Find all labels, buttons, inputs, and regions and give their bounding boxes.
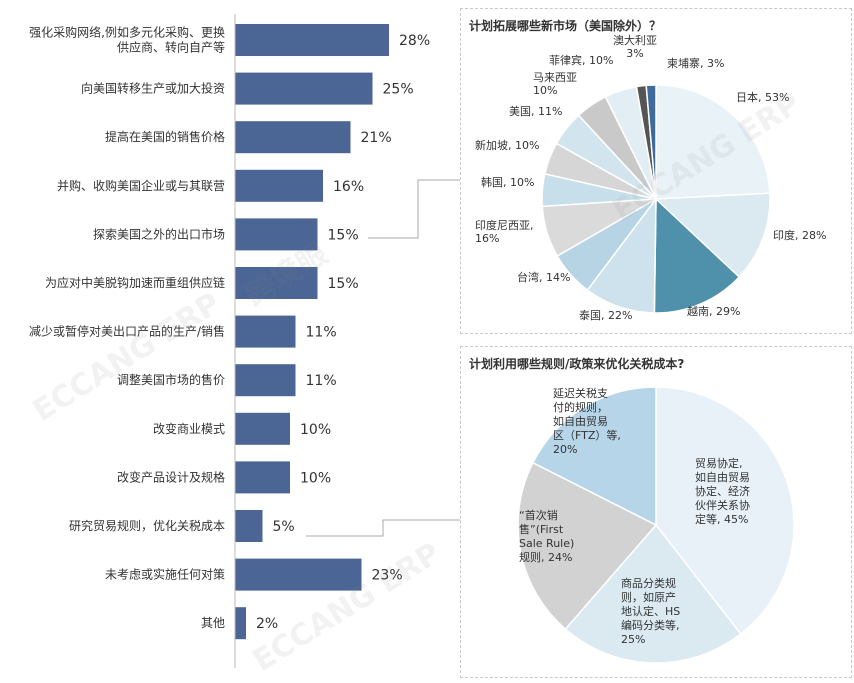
bar bbox=[235, 607, 246, 640]
bar bbox=[235, 364, 296, 397]
bar-value-label: 10% bbox=[300, 470, 331, 486]
pie-slice-label: 印度尼西亚, 16% bbox=[475, 218, 534, 245]
bar-category-label: 探索美国之外的出口市场 bbox=[93, 226, 225, 241]
pie-slice-label: 澳大利亚 3% bbox=[613, 33, 657, 60]
bar bbox=[235, 315, 296, 348]
bar bbox=[235, 558, 362, 591]
pie-slice-label: 日本, 53% bbox=[736, 90, 789, 104]
pie-slice-label: 泰国, 22% bbox=[579, 308, 632, 322]
pie-slice-label: 延迟关税支付的规则，如自由贸易区（FTZ）等, 20% bbox=[553, 386, 621, 456]
bar bbox=[235, 412, 290, 445]
bar-category-label: 改变商业模式 bbox=[153, 421, 225, 436]
bar-category-label: 减少或暂停对美出口产品的生产/销售 bbox=[29, 324, 225, 339]
bar bbox=[235, 218, 318, 251]
bar-category-label: 并购、收购美国企业或与其联营 bbox=[57, 178, 225, 193]
bar-category-label: 其他 bbox=[201, 616, 225, 630]
bar-value-label: 5% bbox=[273, 519, 295, 535]
bar-category-label: 未考虑或实施任何对策 bbox=[105, 567, 225, 582]
pie-panel-new-markets: 计划拓展哪些新市场（美国除外）？ 日本, 53% 印度, 28% 越南, 29% 泰国… bbox=[460, 8, 852, 334]
bar-category-label: 强化采购网络,例如多元化采购、更换供应商、转向自产等 bbox=[29, 25, 225, 55]
pie-slice-label: 马来西亚 10% bbox=[533, 71, 577, 97]
bar-value-label: 21% bbox=[361, 130, 392, 146]
pie-slice bbox=[645, 84, 657, 200]
pie-slice bbox=[655, 386, 795, 635]
bar-value-label: 28% bbox=[399, 33, 430, 49]
pie-slice bbox=[653, 197, 741, 314]
pie-slice-label: 越南, 29% bbox=[687, 304, 740, 318]
bar-value-label: 16% bbox=[333, 179, 364, 195]
pie-slice bbox=[586, 196, 657, 314]
pie-slice-label: 新加坡, 10% bbox=[475, 138, 539, 152]
bar-category-label: 提高在美国的销售价格 bbox=[105, 129, 225, 144]
pie-slice bbox=[531, 386, 657, 527]
pie-slice-label: 菲律宾, 10% bbox=[549, 53, 613, 67]
bar bbox=[235, 510, 263, 542]
pie-slice-label: 柬埔寨, 3% bbox=[667, 56, 724, 70]
bar bbox=[235, 169, 323, 202]
bar bbox=[235, 461, 290, 494]
pie-slice-label: 台湾, 14% bbox=[517, 270, 570, 284]
bar-category-label: 为应对中美脱钩加速而重组供应链 bbox=[45, 275, 225, 290]
pie-slice-label: 美国, 11% bbox=[509, 105, 562, 118]
pie-chart-new-markets: 日本, 53% 印度, 28% 越南, 29% 泰国, 22% 台湾, 14% 印度尼西亚… bbox=[475, 33, 826, 322]
bar-category-label: 调整美国市场的售价 bbox=[117, 372, 225, 387]
pie-slice bbox=[654, 192, 771, 279]
pie-slice-label: 商品分类规则，如原产地认定、HS 编码分类等, 25% bbox=[621, 576, 680, 646]
bar-category-label: 研究贸易规则，优化关税成本 bbox=[69, 518, 225, 533]
bar bbox=[235, 24, 389, 56]
pie-slice-label: 贸易协定,如自由贸易协定、经济伙伴关系协定等, 45% bbox=[695, 456, 750, 526]
pie-title-tariff-rules: 计划利用哪些规则/政策来优化关税成本? bbox=[469, 357, 685, 371]
bar-chart: 强化采购网络,例如多元化采购、更换供应商、转向自产等 28% 向美国转移生产或加大投… bbox=[29, 14, 430, 668]
bar-value-label: 15% bbox=[328, 227, 359, 243]
bar-value-label: 15% bbox=[328, 276, 359, 292]
bar-value-label: 11% bbox=[306, 373, 337, 389]
pie-slice-label: 韩国, 10% bbox=[481, 175, 534, 189]
bar bbox=[235, 72, 373, 105]
bar-category-label: 向美国转移生产或加大投资 bbox=[81, 81, 225, 96]
pie-panel-tariff-rules: 计划利用哪些规则/政策来优化关税成本? 贸易协定,如自由贸易协定、经济伙伴关系协… bbox=[460, 346, 852, 678]
pie-slice-label: “首次销售”(First Sale Rule)规则, 24% bbox=[519, 508, 574, 564]
bar-category-label: 改变产品设计及规格 bbox=[117, 469, 225, 484]
bar-value-label: 11% bbox=[306, 325, 337, 341]
bar-value-label: 10% bbox=[300, 422, 331, 438]
bar-value-label: 25% bbox=[383, 82, 414, 98]
bar bbox=[235, 121, 351, 154]
pie-slice bbox=[655, 84, 771, 200]
pie-slice bbox=[564, 523, 742, 664]
pie-title-new-markets: 计划拓展哪些新市场（美国除外）？ bbox=[469, 19, 662, 33]
bar-value-label: 2% bbox=[256, 616, 278, 632]
bar-value-label: 23% bbox=[372, 568, 403, 584]
pie-slice-label: 印度, 28% bbox=[773, 228, 826, 242]
bar bbox=[235, 267, 318, 299]
pie-chart-tariff-rules: 贸易协定,如自由贸易协定、经济伙伴关系协定等, 45% 商品分类规则，如原产地认定… bbox=[517, 386, 795, 664]
pie-slice bbox=[517, 461, 658, 631]
